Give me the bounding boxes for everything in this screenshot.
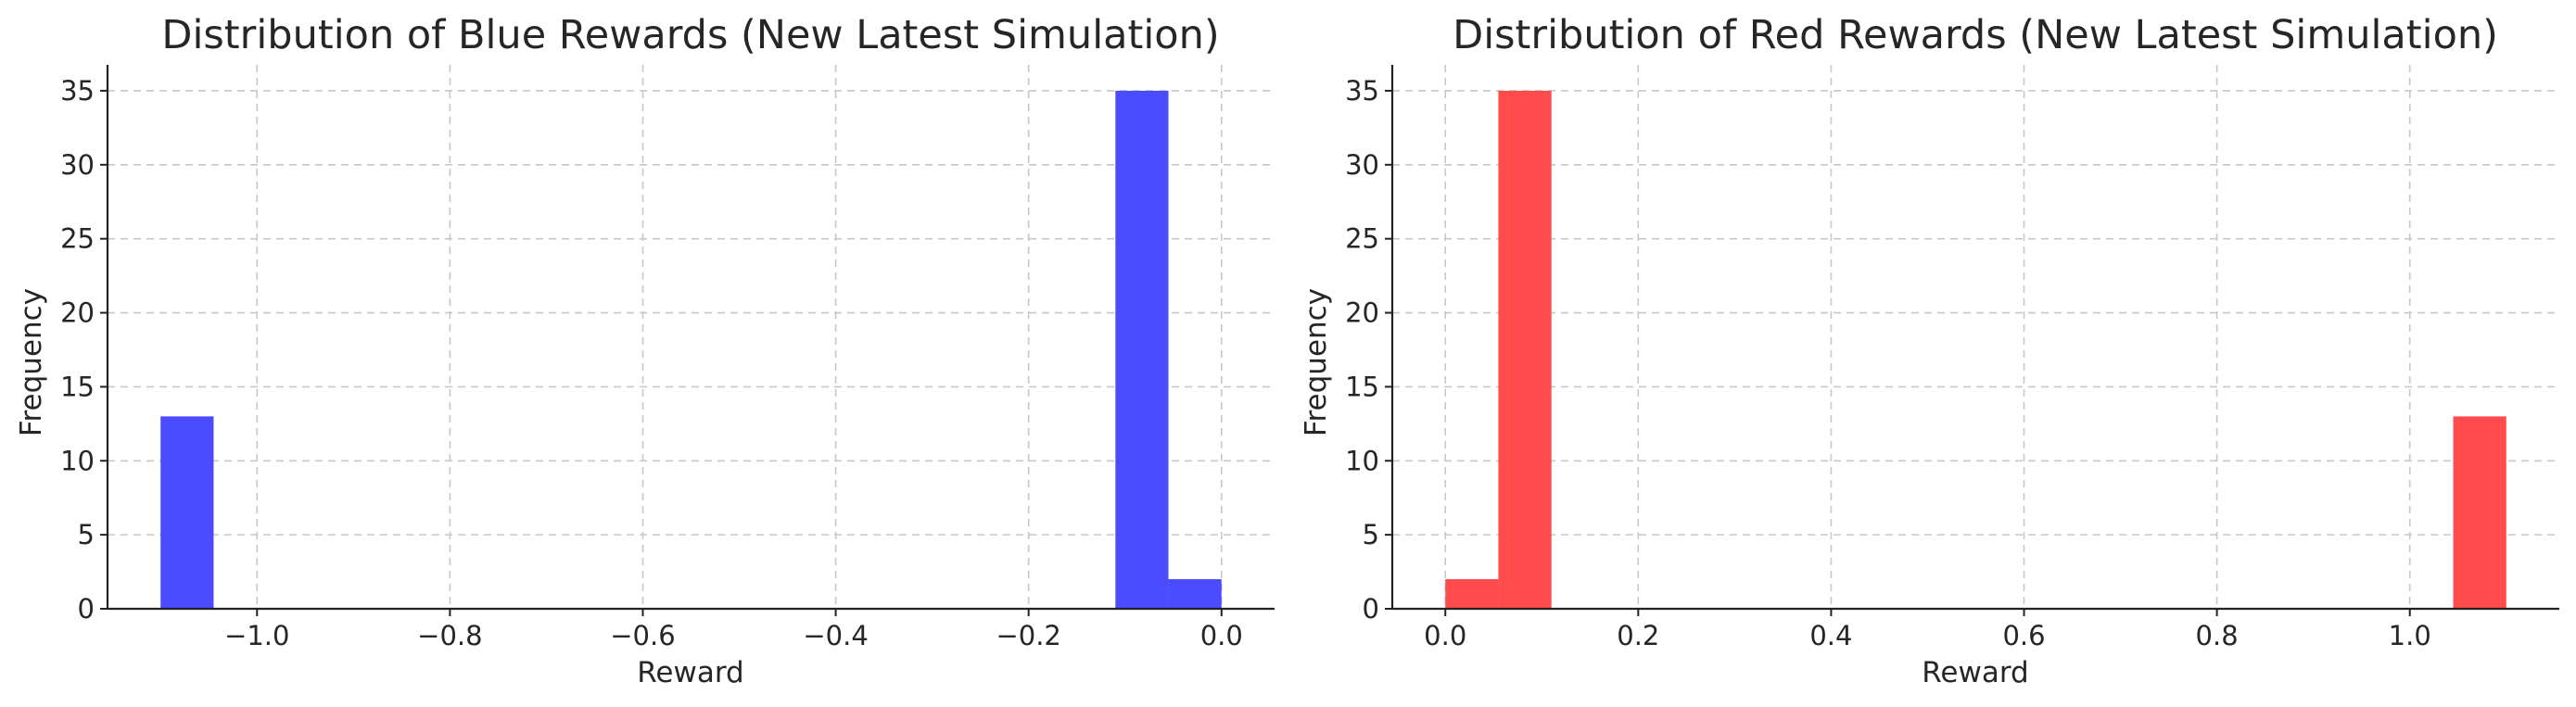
histogram-bar xyxy=(1115,90,1169,609)
y-axis-label: Frequency xyxy=(1300,288,1333,436)
histogram-bar xyxy=(1445,579,1499,609)
y-tick-label: 0 xyxy=(78,593,95,625)
chart-title: Distribution of Blue Rewards (New Latest… xyxy=(161,12,1219,58)
y-tick-label: 35 xyxy=(1345,75,1379,107)
gridlines xyxy=(108,65,1275,610)
x-tick-label: 0.2 xyxy=(1617,620,1659,651)
x-tick-label: −0.2 xyxy=(996,620,1060,651)
histogram-bar xyxy=(1168,579,1222,609)
x-tick-label: 0.0 xyxy=(1200,620,1243,651)
axes: −1.0 −0.8 −0.6 −0.4 −0.2 0.0 0 5 10 15 20 25 30 35 xyxy=(60,65,1275,651)
y-tick-label: 30 xyxy=(60,149,95,181)
y-tick-label: 5 xyxy=(78,519,95,550)
y-tick-label: 20 xyxy=(60,297,95,329)
blue-rewards-chart: Distribution of Blue Rewards (New Latest… xyxy=(15,12,1275,689)
y-tick-label: 25 xyxy=(60,223,95,255)
chart-title: Distribution of Red Rewards (New Latest … xyxy=(1453,12,2498,58)
gridlines xyxy=(1392,65,2559,610)
bars xyxy=(160,90,1222,609)
x-tick-label: −1.0 xyxy=(224,620,289,651)
y-tick-label: 0 xyxy=(1363,593,1379,625)
x-tick-label: −0.4 xyxy=(803,620,868,651)
histogram-bar xyxy=(1498,90,1552,609)
x-axis-label: Reward xyxy=(637,656,743,689)
y-axis-label: Frequency xyxy=(15,288,48,436)
y-tick-label: 10 xyxy=(1345,445,1379,476)
x-tick-label: −0.6 xyxy=(610,620,675,651)
x-tick-label: −0.8 xyxy=(417,620,482,651)
histogram-bar xyxy=(2453,416,2506,609)
bars xyxy=(1445,90,2506,609)
y-tick-label: 35 xyxy=(60,75,95,107)
y-tick-label: 30 xyxy=(1345,149,1379,181)
x-tick-label: 1.0 xyxy=(2389,620,2431,651)
red-rewards-chart: Distribution of Red Rewards (New Latest … xyxy=(1300,12,2559,689)
y-tick-label: 15 xyxy=(1345,371,1379,402)
axes: 0.0 0.2 0.4 0.6 0.8 1.0 0 5 10 15 20 25 30 35 xyxy=(1345,65,2559,651)
x-tick-label: 0.0 xyxy=(1424,620,1466,651)
histogram-bar xyxy=(160,416,214,609)
x-axis-label: Reward xyxy=(1922,656,2028,689)
x-tick-label: 0.6 xyxy=(2002,620,2045,651)
y-tick-label: 20 xyxy=(1345,297,1379,329)
y-tick-label: 5 xyxy=(1363,519,1379,550)
x-tick-label: 0.4 xyxy=(1809,620,1852,651)
y-tick-label: 25 xyxy=(1345,223,1379,255)
y-tick-label: 15 xyxy=(60,371,95,402)
x-tick-label: 0.8 xyxy=(2196,620,2239,651)
y-tick-label: 10 xyxy=(60,445,95,476)
